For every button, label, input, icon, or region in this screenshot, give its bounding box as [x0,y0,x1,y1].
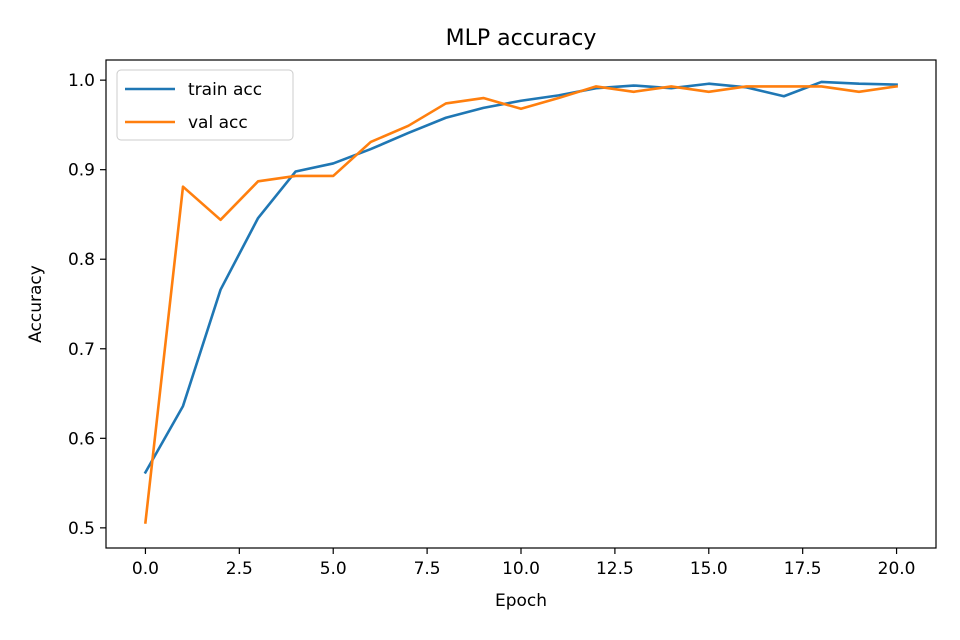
x-tick-label: 17.5 [784,559,822,579]
series-lines [143,80,899,524]
y-tick-label: 1.0 [68,71,95,91]
chart-title: MLP accuracy [446,26,597,51]
x-tick-label: 0.0 [132,559,159,579]
x-tick-label: 7.5 [414,559,441,579]
series-line-val-acc [143,84,899,524]
x-tick-label: 2.5 [226,559,253,579]
series-line-train-acc [143,80,898,475]
legend-label-train-acc: train acc [188,80,262,100]
x-tick-label: 10.0 [502,559,540,579]
legend-label-val-acc: val acc [188,113,248,133]
y-tick-label: 0.6 [68,429,95,449]
y-tick-label: 0.7 [68,340,95,360]
y-axis-label: Accuracy [26,265,46,343]
y-tick-label: 0.5 [68,519,95,539]
y-tick-label: 0.9 [68,161,95,181]
x-axis-label: Epoch [495,591,547,611]
x-axis: 0.0 2.5 5.0 7.5 10.0 12.5 15.0 17.5 20.0 [132,548,916,579]
y-tick-label: 0.8 [68,250,95,270]
x-tick-label: 12.5 [596,559,634,579]
chart-legend: train acc val acc [116,69,294,141]
x-tick-label: 15.0 [690,559,728,579]
y-axis: 0.5 0.6 0.7 0.8 0.9 1.0 [68,71,106,539]
x-tick-label: 20.0 [878,559,916,579]
x-tick-label: 5.0 [320,559,347,579]
